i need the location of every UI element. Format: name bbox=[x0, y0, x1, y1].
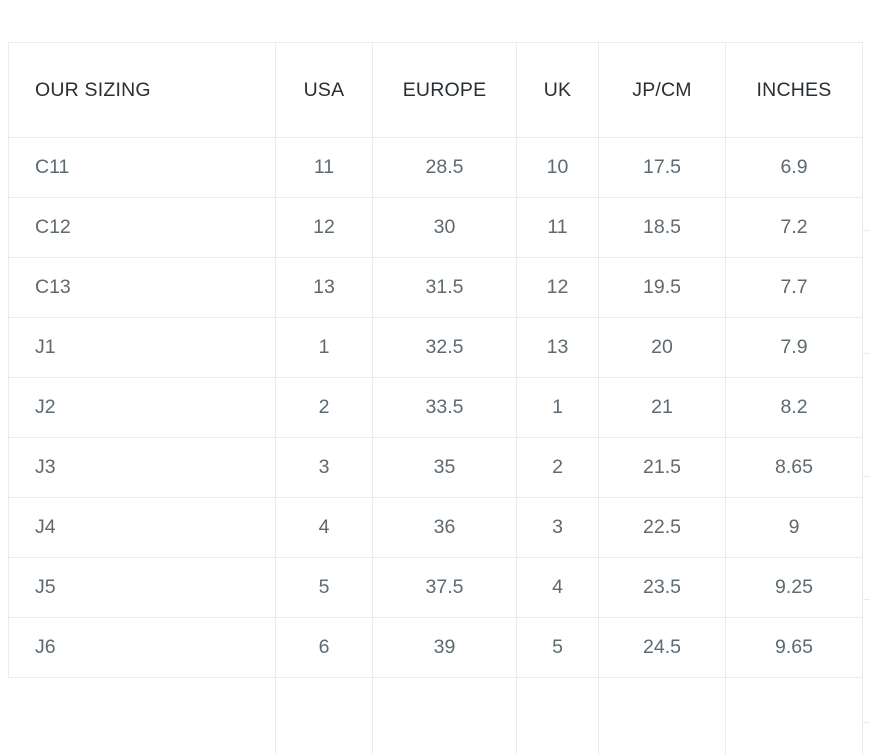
table-row: C13 13 31.5 12 19.5 7.7 bbox=[8, 257, 863, 318]
value-cell: 11 bbox=[275, 137, 373, 198]
table-row: C11 11 28.5 10 17.5 6.9 bbox=[8, 137, 863, 198]
value-cell: 6.9 bbox=[725, 137, 863, 198]
value-cell: 23.5 bbox=[598, 557, 726, 618]
value-cell: 2 bbox=[275, 377, 373, 438]
value-cell: 12 bbox=[516, 257, 599, 318]
value-cell: 28.5 bbox=[372, 137, 517, 198]
empty-cell bbox=[598, 677, 726, 755]
value-cell: 4 bbox=[275, 497, 373, 558]
value-cell: 30 bbox=[372, 197, 517, 258]
empty-cell bbox=[372, 677, 517, 755]
value-cell: 1 bbox=[516, 377, 599, 438]
table-row: J5 5 37.5 4 23.5 9.25 bbox=[8, 557, 863, 618]
empty-cell bbox=[275, 677, 373, 755]
empty-row bbox=[8, 677, 863, 755]
row-label-cell: J3 bbox=[8, 437, 276, 498]
row-label-cell: J1 bbox=[8, 317, 276, 378]
column-header-europe: EUROPE bbox=[372, 42, 517, 138]
column-header-usa: USA bbox=[275, 42, 373, 138]
column-header-inches: INCHES bbox=[725, 42, 863, 138]
table-row: J6 6 39 5 24.5 9.65 bbox=[8, 617, 863, 678]
value-cell: 35 bbox=[372, 437, 517, 498]
table-row: J1 1 32.5 13 20 7.9 bbox=[8, 317, 863, 378]
empty-cell bbox=[516, 677, 599, 755]
value-cell: 5 bbox=[275, 557, 373, 618]
table-row: J3 3 35 2 21.5 8.65 bbox=[8, 437, 863, 498]
value-cell: 18.5 bbox=[598, 197, 726, 258]
empty-cell bbox=[8, 677, 276, 755]
value-cell: 12 bbox=[275, 197, 373, 258]
size-chart-container: OUR SIZING USA EUROPE UK JP/CM INCHES C11 11 28… bbox=[8, 42, 870, 755]
value-cell: 20 bbox=[598, 317, 726, 378]
value-cell: 7.7 bbox=[725, 257, 863, 318]
table-row: J2 2 33.5 1 21 8.2 bbox=[8, 377, 863, 438]
row-label-cell: C13 bbox=[8, 257, 276, 318]
row-label-cell: J2 bbox=[8, 377, 276, 438]
row-label-cell: J4 bbox=[8, 497, 276, 558]
value-cell: 21.5 bbox=[598, 437, 726, 498]
value-cell: 37.5 bbox=[372, 557, 517, 618]
column-header-uk: UK bbox=[516, 42, 599, 138]
row-label-cell: J5 bbox=[8, 557, 276, 618]
value-cell: 24.5 bbox=[598, 617, 726, 678]
row-label-cell: C11 bbox=[8, 137, 276, 198]
value-cell: 1 bbox=[275, 317, 373, 378]
size-conversion-table: OUR SIZING USA EUROPE UK JP/CM INCHES C11 11 28… bbox=[8, 42, 863, 755]
value-cell: 9.25 bbox=[725, 557, 863, 618]
value-cell: 13 bbox=[516, 317, 599, 378]
value-cell: 3 bbox=[516, 497, 599, 558]
row-label-cell: C12 bbox=[8, 197, 276, 258]
value-cell: 5 bbox=[516, 617, 599, 678]
value-cell: 9 bbox=[725, 497, 863, 558]
column-header-jp-cm: JP/CM bbox=[598, 42, 726, 138]
value-cell: 36 bbox=[372, 497, 517, 558]
value-cell: 3 bbox=[275, 437, 373, 498]
value-cell: 10 bbox=[516, 137, 599, 198]
value-cell: 17.5 bbox=[598, 137, 726, 198]
value-cell: 4 bbox=[516, 557, 599, 618]
row-label-cell: J6 bbox=[8, 617, 276, 678]
value-cell: 22.5 bbox=[598, 497, 726, 558]
table-body: C11 11 28.5 10 17.5 6.9 C12 12 30 11 18.5 7.2 C13 13 3… bbox=[8, 137, 863, 755]
value-cell: 19.5 bbox=[598, 257, 726, 318]
value-cell: 8.65 bbox=[725, 437, 863, 498]
value-cell: 39 bbox=[372, 617, 517, 678]
value-cell: 6 bbox=[275, 617, 373, 678]
column-header-our-sizing: OUR SIZING bbox=[8, 42, 276, 138]
value-cell: 13 bbox=[275, 257, 373, 318]
empty-cell bbox=[725, 677, 863, 755]
value-cell: 33.5 bbox=[372, 377, 517, 438]
value-cell: 11 bbox=[516, 197, 599, 258]
value-cell: 2 bbox=[516, 437, 599, 498]
value-cell: 7.2 bbox=[725, 197, 863, 258]
value-cell: 31.5 bbox=[372, 257, 517, 318]
header-row: OUR SIZING USA EUROPE UK JP/CM INCHES bbox=[8, 42, 863, 138]
value-cell: 8.2 bbox=[725, 377, 863, 438]
value-cell: 9.65 bbox=[725, 617, 863, 678]
value-cell: 21 bbox=[598, 377, 726, 438]
value-cell: 32.5 bbox=[372, 317, 517, 378]
table-row: C12 12 30 11 18.5 7.2 bbox=[8, 197, 863, 258]
value-cell: 7.9 bbox=[725, 317, 863, 378]
table-row: J4 4 36 3 22.5 9 bbox=[8, 497, 863, 558]
